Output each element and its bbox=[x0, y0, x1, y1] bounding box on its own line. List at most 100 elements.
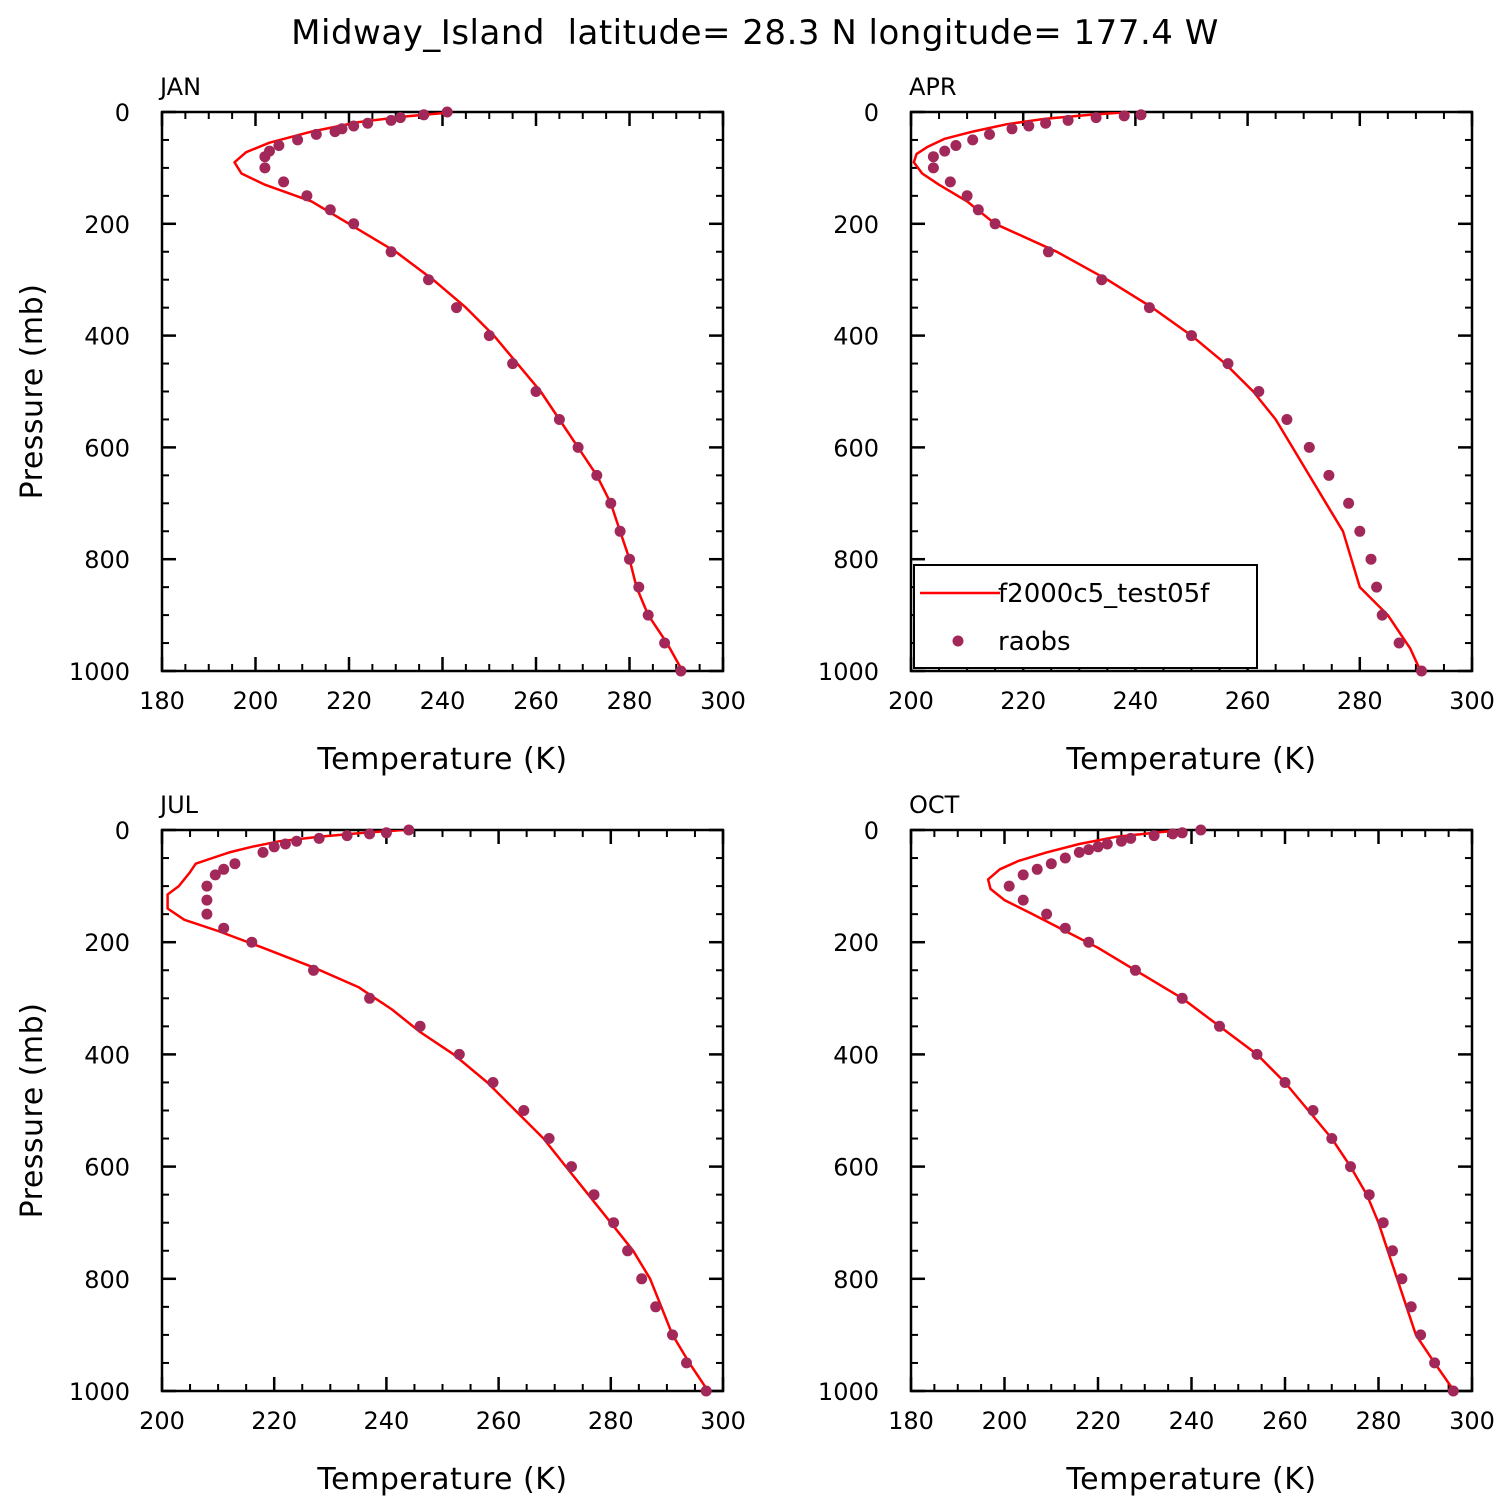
raobs-point bbox=[1129, 964, 1141, 976]
x-tick-label: 280 bbox=[607, 687, 653, 715]
raobs-point bbox=[1303, 441, 1315, 453]
raobs-point bbox=[1003, 880, 1015, 892]
x-tick-label: 260 bbox=[1225, 687, 1271, 715]
raobs-point bbox=[1326, 1133, 1338, 1144]
raobs-point bbox=[246, 936, 258, 948]
raobs-point bbox=[292, 134, 304, 146]
raobs-point bbox=[1447, 1385, 1459, 1397]
y-tick-label: 1000 bbox=[818, 1378, 879, 1406]
x-tick-label: 200 bbox=[233, 687, 279, 715]
series-markers-raobs bbox=[201, 824, 712, 1397]
raobs-point bbox=[591, 469, 603, 481]
raobs-point bbox=[614, 525, 626, 537]
raobs-point bbox=[1365, 553, 1377, 565]
raobs-point bbox=[1101, 838, 1113, 850]
panel-apr: 200 220 240 260 280 300 0 200 400 600 800 1000 APR Te… bbox=[818, 73, 1495, 777]
raobs-point bbox=[348, 218, 360, 230]
raobs-point bbox=[385, 246, 397, 258]
raobs-point bbox=[218, 922, 230, 934]
raobs-point bbox=[364, 992, 376, 1004]
raobs-point bbox=[394, 112, 406, 124]
x-tick-label: 280 bbox=[588, 1407, 634, 1435]
y-tick-label: 200 bbox=[833, 211, 879, 239]
raobs-point bbox=[273, 140, 285, 151]
raobs-point bbox=[1092, 841, 1104, 853]
raobs-point bbox=[1307, 1105, 1319, 1116]
y-tick-label: 400 bbox=[84, 1041, 130, 1069]
x-tick-label: 200 bbox=[888, 687, 934, 715]
panel-label: JUL bbox=[158, 791, 199, 819]
raobs-point bbox=[675, 665, 687, 677]
y-tick-label: 400 bbox=[84, 323, 130, 351]
raobs-point bbox=[324, 204, 336, 216]
raobs-point bbox=[385, 114, 397, 126]
x-axis-label: Temperature (K) bbox=[1065, 1462, 1316, 1497]
raobs-point bbox=[1031, 863, 1043, 875]
raobs-point bbox=[681, 1357, 692, 1369]
raobs-point bbox=[1222, 358, 1234, 370]
raobs-point bbox=[291, 835, 303, 847]
x-axis-label: Temperature (K) bbox=[316, 1462, 567, 1497]
raobs-point bbox=[403, 824, 415, 836]
raobs-point bbox=[1281, 414, 1293, 425]
panel-jul: 200 220 240 260 280 300 0 200 400 600 800 1000 JUL Te… bbox=[15, 791, 746, 1497]
series-markers-raobs bbox=[259, 106, 687, 677]
raobs-point bbox=[1396, 1273, 1408, 1285]
raobs-point bbox=[659, 637, 671, 649]
legend-box bbox=[913, 564, 1258, 669]
x-tick-label: 200 bbox=[982, 1407, 1028, 1435]
raobs-point bbox=[667, 1329, 678, 1341]
raobs-point bbox=[1387, 1245, 1398, 1257]
raobs-point bbox=[588, 1189, 600, 1201]
raobs-point bbox=[1253, 386, 1265, 397]
raobs-point bbox=[1023, 120, 1035, 132]
x-tick-label: 260 bbox=[1262, 1407, 1308, 1435]
raobs-point bbox=[341, 830, 353, 842]
x-axis-label: Temperature (K) bbox=[1065, 742, 1316, 777]
y-tick-label: 200 bbox=[833, 929, 879, 957]
raobs-point bbox=[1195, 824, 1207, 836]
raobs-point bbox=[259, 162, 271, 174]
raobs-point bbox=[605, 497, 617, 509]
y-tick-label: 600 bbox=[833, 434, 879, 462]
x-tick-label: 280 bbox=[1356, 1407, 1402, 1435]
y-tick-label: 600 bbox=[833, 1154, 879, 1182]
raobs-point bbox=[301, 190, 313, 202]
raobs-point bbox=[1393, 637, 1405, 649]
raobs-point bbox=[700, 1385, 712, 1397]
raobs-point bbox=[1059, 852, 1071, 864]
x-tick-label: 300 bbox=[700, 687, 746, 715]
raobs-point bbox=[989, 218, 1001, 230]
raobs-point bbox=[636, 1273, 648, 1285]
raobs-point bbox=[927, 151, 939, 163]
y-tick-label: 800 bbox=[833, 546, 879, 574]
x-tick-label: 180 bbox=[888, 1407, 934, 1435]
raobs-point bbox=[1345, 1161, 1356, 1173]
raobs-point bbox=[257, 846, 269, 858]
raobs-point bbox=[1143, 302, 1155, 314]
y-axis-label: Pressure (mb) bbox=[15, 1003, 50, 1219]
raobs-point bbox=[984, 128, 995, 140]
raobs-point bbox=[553, 414, 565, 425]
series-line-f2000c5_test05f bbox=[912, 112, 1422, 671]
raobs-point bbox=[453, 1048, 465, 1060]
x-tick-label: 180 bbox=[139, 687, 185, 715]
raobs-point bbox=[414, 1020, 426, 1032]
x-tick-label: 300 bbox=[700, 1407, 746, 1435]
raobs-point bbox=[1377, 1217, 1389, 1229]
raobs-point bbox=[1006, 123, 1018, 135]
x-tick-label: 200 bbox=[139, 1407, 185, 1435]
raobs-point bbox=[1118, 110, 1130, 122]
raobs-point bbox=[218, 863, 230, 875]
raobs-point bbox=[268, 841, 280, 853]
raobs-point bbox=[961, 190, 973, 202]
legend-label: f2000c5_test05f bbox=[998, 579, 1210, 609]
raobs-point bbox=[229, 858, 241, 870]
plot-frame bbox=[160, 828, 725, 1393]
raobs-point bbox=[201, 880, 213, 892]
raobs-point bbox=[1214, 1020, 1225, 1032]
raobs-point bbox=[1371, 581, 1383, 593]
series-markers-raobs bbox=[1003, 824, 1459, 1397]
legend-marker-swatch bbox=[952, 635, 964, 647]
panels: 180 200 220 240 260 280 300 0 200 400 600 800 1000 JA… bbox=[15, 73, 1495, 1497]
